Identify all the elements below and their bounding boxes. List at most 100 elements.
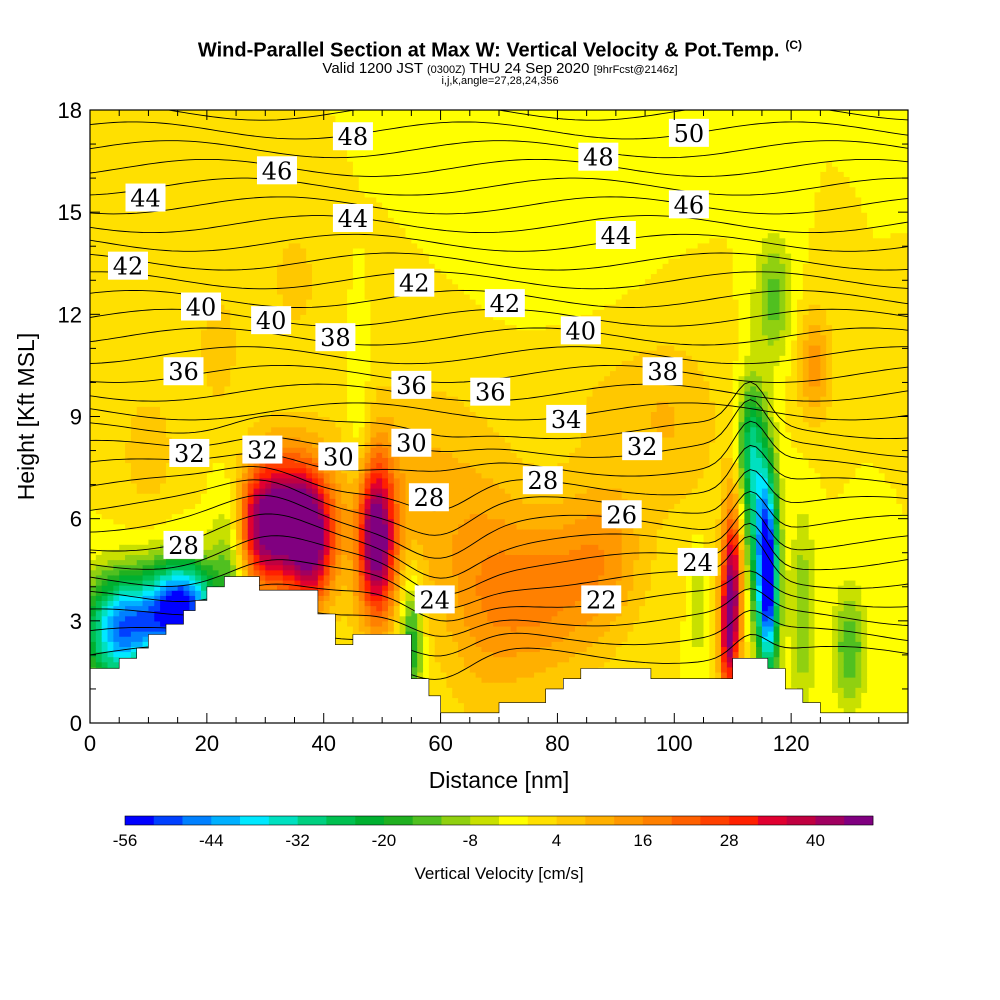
velocity-cell xyxy=(107,523,114,530)
velocity-cell xyxy=(241,523,249,530)
velocity-cell xyxy=(247,365,255,372)
velocity-cell xyxy=(136,355,144,361)
velocity-cell xyxy=(212,533,220,540)
velocity-cell xyxy=(288,554,296,561)
velocity-cell xyxy=(218,201,225,208)
velocity-cell xyxy=(165,574,173,581)
velocity-cell xyxy=(271,554,278,561)
velocity-cell xyxy=(160,421,167,428)
velocity-cell xyxy=(160,360,167,367)
velocity-cell xyxy=(271,426,278,433)
velocity-cell xyxy=(241,268,249,275)
velocity-cell xyxy=(107,135,114,142)
velocity-cell xyxy=(253,350,261,356)
velocity-cell xyxy=(206,150,214,157)
velocity-cell xyxy=(294,130,301,137)
velocity-cell xyxy=(282,181,290,188)
velocity-cell xyxy=(218,135,225,142)
velocity-cell xyxy=(236,380,243,387)
velocity-cell xyxy=(271,268,278,275)
velocity-cell xyxy=(230,442,237,448)
velocity-cell xyxy=(253,130,261,137)
velocity-cell xyxy=(329,421,336,428)
velocity-cell xyxy=(142,579,150,586)
velocity-cell xyxy=(329,579,336,586)
velocity-cell xyxy=(323,431,331,438)
velocity-cell xyxy=(253,426,261,433)
velocity-cell xyxy=(165,135,173,142)
velocity-cell xyxy=(130,360,138,367)
velocity-cell xyxy=(201,166,208,172)
velocity-cell xyxy=(329,498,336,504)
velocity-cell xyxy=(247,227,255,234)
velocity-cell xyxy=(276,564,284,571)
velocity-cell xyxy=(95,544,103,550)
velocity-cell xyxy=(247,472,255,479)
velocity-cell xyxy=(206,574,214,581)
velocity-cell xyxy=(218,431,225,438)
velocity-cell xyxy=(294,155,301,162)
velocity-cell xyxy=(271,339,278,346)
velocity-cell xyxy=(142,222,150,229)
velocity-cell xyxy=(183,196,190,203)
velocity-cell xyxy=(119,324,126,331)
velocity-cell xyxy=(294,431,301,438)
velocity-cell xyxy=(101,125,109,132)
velocity-cell xyxy=(265,472,272,479)
velocity-cell xyxy=(171,559,179,566)
velocity-cell xyxy=(312,339,319,346)
velocity-cell xyxy=(119,339,126,346)
velocity-cell xyxy=(195,350,202,356)
velocity-cell xyxy=(230,518,237,525)
velocity-cell xyxy=(300,309,307,315)
velocity-cell xyxy=(148,375,155,382)
velocity-cell xyxy=(130,426,138,433)
velocity-cell xyxy=(230,293,237,300)
velocity-cell xyxy=(107,150,114,157)
velocity-cell xyxy=(300,447,307,453)
velocity-cell xyxy=(101,201,109,208)
velocity-cell xyxy=(113,155,120,162)
velocity-cell xyxy=(294,110,301,116)
velocity-cell xyxy=(113,380,120,387)
velocity-cell xyxy=(230,355,237,361)
velocity-cell xyxy=(119,283,126,290)
velocity-cell xyxy=(148,304,155,310)
velocity-cell xyxy=(276,191,284,198)
velocity-cell xyxy=(113,605,120,612)
velocity-cell xyxy=(136,539,144,545)
velocity-cell xyxy=(236,523,243,530)
velocity-cell xyxy=(253,247,261,254)
velocity-cell xyxy=(171,329,179,336)
velocity-cell xyxy=(113,610,120,617)
velocity-cell xyxy=(201,253,208,259)
velocity-cell xyxy=(323,217,331,223)
velocity-cell xyxy=(317,273,325,280)
velocity-cell xyxy=(195,150,202,157)
velocity-cell xyxy=(90,605,97,612)
velocity-cell xyxy=(189,564,196,571)
velocity-cell xyxy=(206,181,214,188)
velocity-cell xyxy=(259,569,266,576)
velocity-cell xyxy=(206,498,214,504)
velocity-cell xyxy=(171,339,179,346)
velocity-cell xyxy=(282,140,290,147)
velocity-cell xyxy=(90,253,97,259)
velocity-cell xyxy=(130,319,138,326)
velocity-cell xyxy=(148,140,155,147)
velocity-cell xyxy=(95,646,103,653)
velocity-cell xyxy=(136,278,144,285)
velocity-cell xyxy=(177,615,185,622)
velocity-cell xyxy=(189,416,196,423)
velocity-cell xyxy=(206,155,214,162)
velocity-cell xyxy=(294,171,301,178)
velocity-cell xyxy=(241,411,249,418)
velocity-cell xyxy=(148,258,155,264)
velocity-cell xyxy=(171,585,179,591)
velocity-cell xyxy=(95,518,103,525)
velocity-cell xyxy=(294,467,301,474)
velocity-cell xyxy=(241,549,249,556)
velocity-cell xyxy=(323,605,331,612)
velocity-cell xyxy=(218,564,225,571)
velocity-cell xyxy=(247,196,255,203)
